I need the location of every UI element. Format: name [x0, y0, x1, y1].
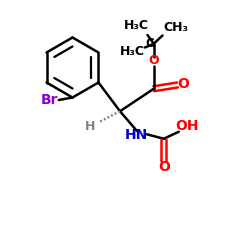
Text: H: H [85, 120, 95, 133]
Text: O: O [158, 160, 170, 174]
Text: O: O [148, 54, 158, 67]
Text: Br: Br [41, 93, 59, 107]
Text: OH: OH [175, 119, 199, 133]
Text: C: C [145, 37, 154, 50]
Text: O: O [177, 77, 189, 91]
Text: HN: HN [125, 128, 148, 142]
Text: H₃C: H₃C [124, 19, 149, 32]
Text: CH₃: CH₃ [163, 21, 188, 34]
Text: H₃C: H₃C [120, 45, 144, 58]
